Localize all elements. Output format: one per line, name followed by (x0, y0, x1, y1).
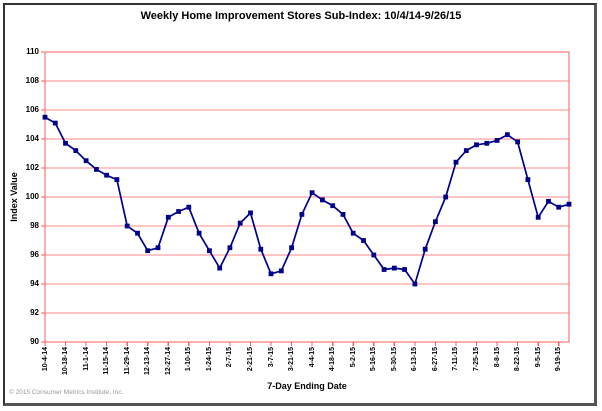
data-point-marker (248, 210, 253, 216)
data-point-marker (124, 223, 130, 229)
data-point-marker (299, 212, 305, 217)
x-tick-label: 4-18-15 (329, 347, 337, 372)
data-point-marker (227, 245, 233, 251)
data-point-marker (73, 148, 79, 153)
data-point-marker (278, 268, 284, 274)
data-point-marker (535, 214, 541, 220)
y-tick-label: 102 (25, 163, 39, 172)
x-tick-label: 1-10-15 (185, 347, 193, 372)
data-point-marker (453, 159, 459, 165)
y-tick-label: 98 (30, 221, 39, 230)
data-point-marker (309, 190, 315, 196)
x-tick-label: 3-21-15 (288, 347, 296, 372)
data-point-marker (186, 204, 192, 210)
x-tick-label: 3-7-15 (267, 347, 275, 368)
y-tick-label: 96 (30, 250, 39, 259)
copyright-text: © 2015 Consumer Metrics Institute, Inc. (9, 389, 124, 396)
data-point-marker (289, 245, 294, 251)
x-tick-label: 7-11-15 (452, 347, 460, 371)
data-point-marker (350, 230, 356, 236)
data-point-marker (165, 214, 171, 220)
x-tick-label: 9-19-15 (555, 347, 563, 372)
data-point-marker (525, 177, 531, 182)
x-tick-label: 1-24-15 (205, 347, 213, 372)
data-point-marker (340, 212, 346, 217)
data-point-marker (268, 271, 274, 277)
x-tick-label: 11-29-14 (123, 347, 131, 375)
x-tick-label: 5-30-15 (390, 347, 398, 372)
x-tick-label: 8-22-15 (514, 347, 522, 372)
data-point-marker (135, 230, 140, 236)
data-point-marker (494, 138, 500, 143)
data-point-marker (42, 114, 48, 120)
y-tick-label: 110 (26, 47, 39, 56)
data-point-marker (258, 246, 264, 252)
y-tick-label: 94 (30, 279, 39, 288)
data-point-marker (63, 140, 68, 146)
data-point-marker (207, 248, 212, 254)
data-point-marker (145, 248, 151, 254)
data-point-marker (391, 265, 397, 271)
data-point-marker (83, 158, 89, 164)
data-point-marker (104, 172, 109, 178)
x-tick-label: 12-13-14 (144, 347, 152, 376)
data-point-marker (546, 198, 551, 204)
data-point-marker (176, 209, 181, 214)
x-tick-label: 2-21-15 (246, 347, 254, 372)
x-tick-label: 11-1-14 (82, 347, 90, 371)
data-point-marker (412, 281, 418, 287)
data-point-marker (402, 267, 407, 272)
data-point-marker (320, 197, 325, 203)
x-tick-label: 5-2-15 (349, 347, 357, 368)
x-tick-label: 12-27-14 (164, 347, 172, 376)
y-tick-label: 106 (25, 105, 39, 114)
data-point-marker (484, 140, 490, 146)
data-point-marker (443, 194, 449, 200)
data-point-marker (237, 220, 243, 226)
x-tick-label: 10-18-14 (62, 347, 70, 376)
data-point-marker (155, 245, 161, 251)
plot-border (44, 51, 570, 343)
x-tick-label: 5-16-15 (370, 347, 378, 372)
data-point-marker (505, 132, 510, 138)
x-tick-label: 8-8-15 (493, 347, 501, 368)
data-point-marker (217, 265, 223, 271)
x-axis-title: 7-Day Ending Date (267, 381, 347, 391)
data-point-marker (94, 167, 99, 172)
data-point-marker (556, 204, 562, 210)
data-point-marker (52, 120, 58, 126)
x-tick-label: 11-15-14 (103, 347, 111, 375)
data-point-marker (371, 252, 377, 258)
x-tick-label: 7-25-15 (473, 347, 481, 372)
data-point-marker (196, 230, 202, 236)
data-point-marker (114, 177, 120, 182)
y-tick-label: 108 (25, 76, 39, 85)
y-tick-label: 100 (25, 192, 39, 201)
y-tick-label: 92 (30, 308, 39, 317)
data-point-marker (433, 219, 438, 225)
data-point-marker (381, 267, 387, 272)
x-tick-label: 4-4-15 (308, 347, 316, 368)
series-line (44, 116, 570, 285)
data-point-marker (361, 238, 366, 243)
y-tick-label: 90 (30, 337, 39, 346)
x-tick-label: 2-7-15 (226, 347, 234, 368)
x-tick-label: 6-27-15 (431, 347, 439, 372)
x-tick-label: 6-13-15 (411, 347, 419, 372)
data-point-marker (463, 148, 469, 153)
data-point-marker (474, 142, 479, 148)
data-point-marker (515, 139, 520, 145)
data-point-marker (566, 201, 572, 207)
chart-title: Weekly Home Improvement Stores Sub-Index… (140, 10, 462, 22)
data-point-marker (330, 203, 336, 209)
y-tick-label: 104 (25, 134, 39, 143)
x-tick-label: 10-4-14 (41, 347, 49, 372)
x-tick-label: 9-5-15 (534, 347, 542, 368)
data-point-marker (422, 246, 428, 252)
